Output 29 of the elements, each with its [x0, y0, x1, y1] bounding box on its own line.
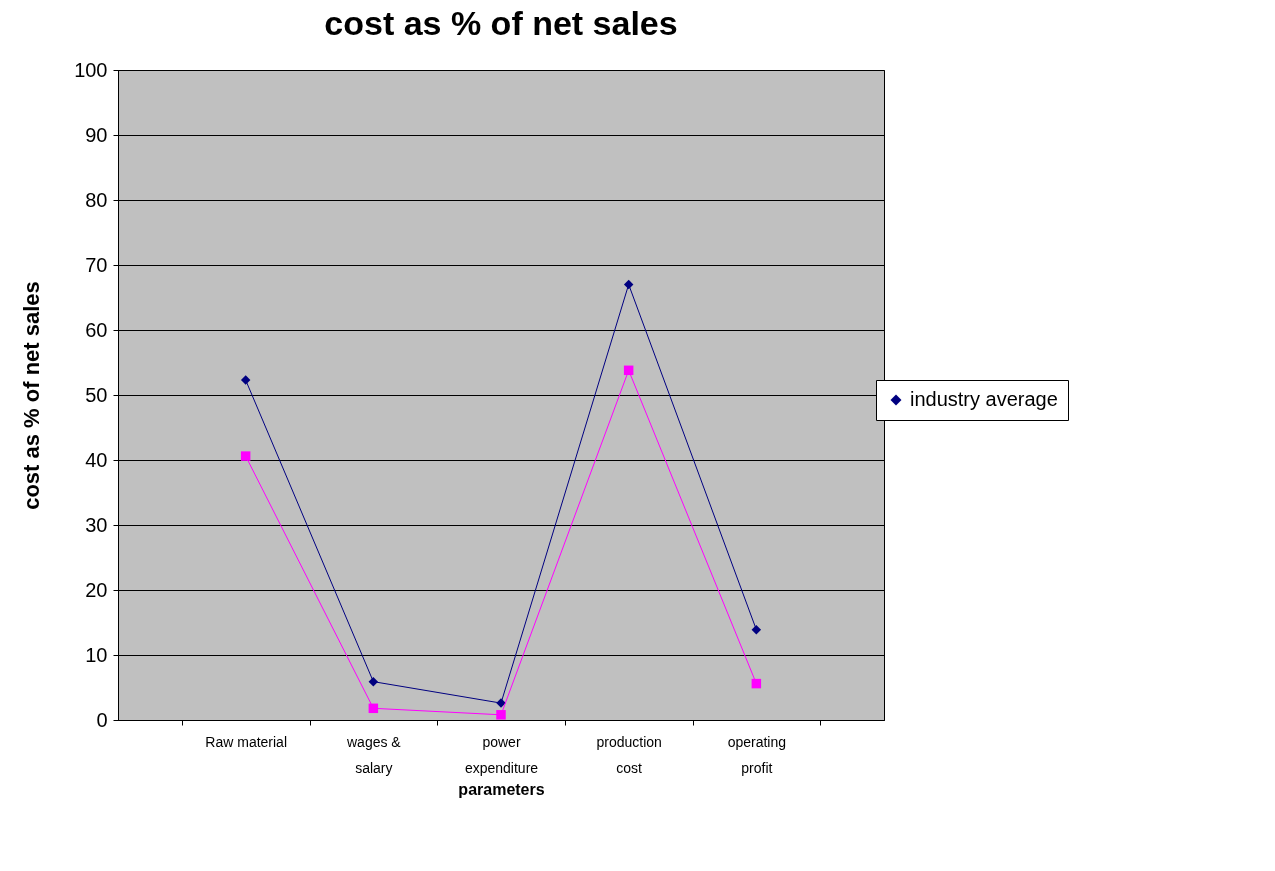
- chart-title: cost as % of net sales: [324, 4, 678, 42]
- y-tick-label: 10: [85, 643, 108, 666]
- x-tick-label: operating profit: [727, 733, 787, 776]
- y-tick-label: 30: [85, 513, 108, 536]
- point: [368, 676, 379, 687]
- point: [623, 365, 634, 376]
- point: [623, 279, 634, 290]
- y-tick-label: 20: [85, 578, 108, 601]
- y-tick-label: 90: [85, 123, 108, 146]
- point: [496, 710, 506, 720]
- y-tick-label: 50: [85, 383, 108, 406]
- y-axis-title: cost as % of net sales: [19, 281, 45, 510]
- x-tick-label: power expenditure: [464, 733, 539, 776]
- legend-label: industry average: [910, 388, 1058, 410]
- point: [751, 624, 762, 635]
- x-tick-label: production cost: [596, 733, 662, 776]
- point: [368, 703, 379, 714]
- point: [240, 451, 251, 461]
- y-tick-label: 80: [85, 188, 108, 211]
- y-tick-label: 100: [74, 58, 108, 81]
- x-axis-title: parameters: [458, 780, 545, 798]
- x-tick-label: Raw material: [205, 733, 288, 750]
- x-tick-label: wages & salary: [345, 733, 402, 776]
- y-tick-label: 60: [85, 318, 108, 341]
- y-tick-label: 0: [96, 708, 108, 731]
- y-tick-label: 70: [85, 253, 108, 276]
- y-tick-label: 40: [85, 448, 108, 471]
- point: [240, 375, 251, 385]
- point: [751, 678, 762, 689]
